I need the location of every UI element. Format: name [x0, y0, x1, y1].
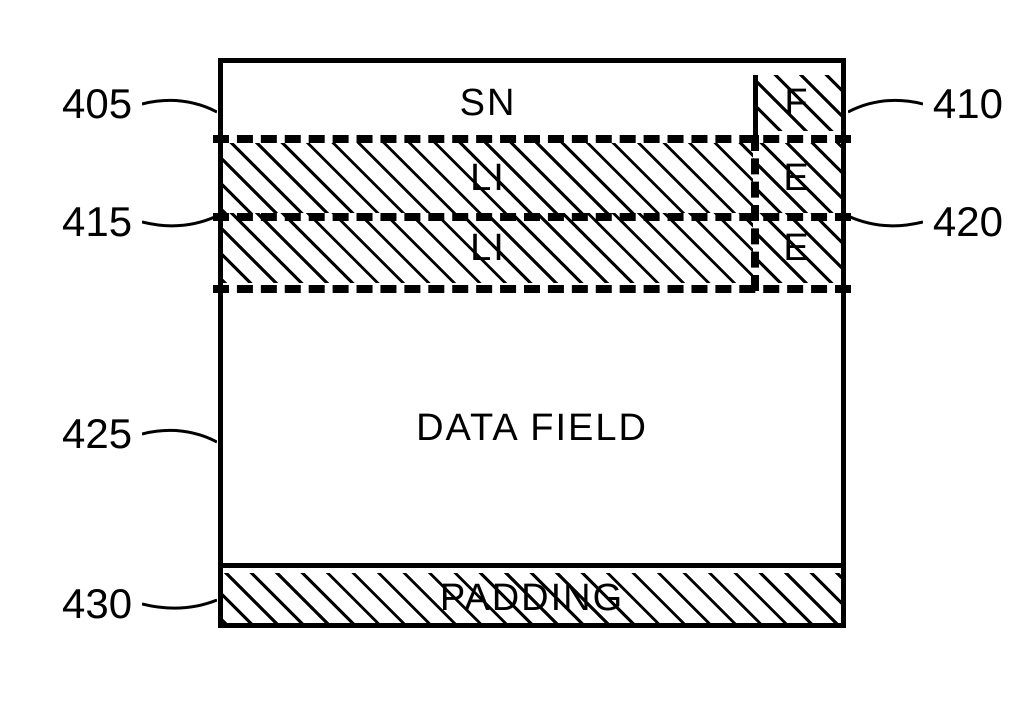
- field-e-1: E: [753, 143, 841, 213]
- row-sn: SN F: [223, 75, 841, 131]
- field-li-2-text: LI: [464, 227, 512, 270]
- field-e-2: E: [753, 213, 841, 283]
- field-data: DATA FIELD: [223, 293, 841, 563]
- field-li-1: LI: [223, 143, 753, 213]
- packet-diagram: SN F LI E LI E: [218, 58, 846, 628]
- callout-420-text: 420: [923, 198, 1013, 246]
- callout-410: 410: [848, 80, 1013, 128]
- field-sn: SN: [223, 75, 753, 131]
- row-li-1: LI E: [223, 143, 841, 213]
- field-padding: PADDING: [223, 573, 841, 623]
- row-padding: PADDING: [223, 573, 841, 623]
- field-e-1-text: E: [777, 157, 816, 200]
- callout-425: 425: [52, 410, 217, 458]
- callout-405: 405: [52, 80, 217, 128]
- callout-405-text: 405: [52, 80, 142, 128]
- row-li-2: LI E: [223, 213, 841, 283]
- divider-above-padding: [223, 563, 841, 568]
- field-e-2-text: E: [777, 227, 816, 270]
- callout-420: 420: [848, 198, 1013, 246]
- callout-410-text: 410: [923, 80, 1013, 128]
- field-li-2: LI: [223, 213, 753, 283]
- callout-430: 430: [52, 580, 217, 628]
- field-li-1-text: LI: [464, 157, 512, 200]
- dash-vertical: [751, 135, 759, 291]
- field-f-text: F: [778, 82, 815, 125]
- field-padding-text: PADDING: [434, 577, 630, 620]
- vertical-separator-top: [753, 75, 758, 135]
- callout-415-text: 415: [52, 198, 142, 246]
- field-data-text: DATA FIELD: [416, 407, 648, 450]
- row-data: DATA FIELD: [223, 293, 841, 563]
- callout-415: 415: [52, 198, 217, 246]
- field-f: F: [753, 75, 841, 131]
- callout-430-text: 430: [52, 580, 142, 628]
- callout-425-text: 425: [52, 410, 142, 458]
- field-sn-text: SN: [460, 82, 517, 125]
